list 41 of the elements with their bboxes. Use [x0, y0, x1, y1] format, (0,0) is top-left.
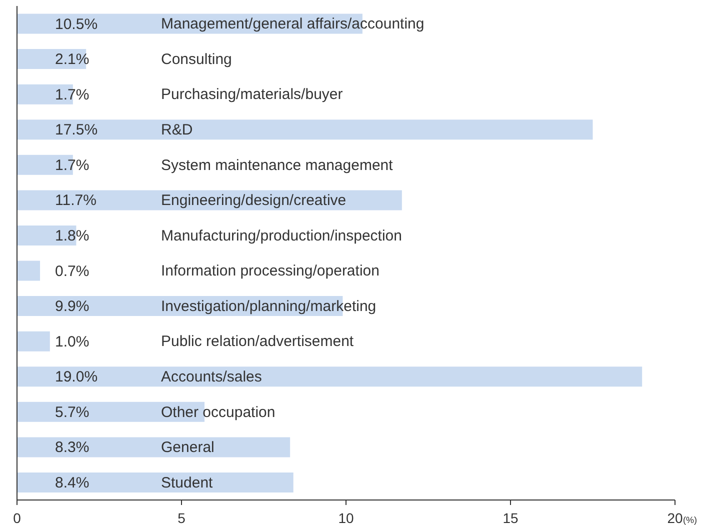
y-tick-label: Student: [161, 474, 214, 492]
y-tick-label: Purchasing/materials/buyer: [161, 86, 343, 104]
bar: [17, 331, 50, 352]
y-tick-label: Other occupation: [161, 404, 276, 421]
bar: [17, 402, 205, 422]
data-label: 11.7%: [55, 192, 96, 210]
x-tick-label: 15: [502, 510, 518, 525]
data-label: 5.7%: [55, 404, 90, 421]
y-tick-label: Consulting: [161, 50, 232, 68]
data-label: 17.5%: [55, 122, 98, 139]
y-tick-label: Public relation/advertisement: [161, 333, 354, 350]
bar: [17, 260, 40, 281]
bar: [17, 437, 290, 458]
y-tick-label: General: [161, 439, 214, 456]
y-tick-label: Engineering/design/creative: [161, 192, 346, 210]
y-tick-label: Information processing/operation: [161, 262, 380, 280]
data-label: 2.1%: [55, 51, 90, 68]
data-label: 1.7%: [55, 156, 90, 174]
data-label: 0.7%: [55, 262, 90, 280]
data-label: 8.3%: [55, 439, 90, 456]
bar: [17, 472, 294, 492]
data-label: 1.8%: [55, 227, 90, 244]
x-tick-label: 10: [338, 510, 354, 525]
x-tick-label: 20: [667, 510, 683, 525]
bar: [17, 366, 642, 387]
data-label: 9.9%: [55, 298, 90, 316]
bar: [17, 120, 593, 140]
data-label: 10.5%: [55, 16, 98, 33]
y-tick-label: R&D: [161, 122, 193, 138]
x-tick-label: 0: [13, 510, 22, 525]
y-tick-label: Management/general affairs/accounting: [161, 16, 424, 33]
y-tick-label: System maintenance management: [161, 156, 394, 174]
data-label: 1.7%: [55, 86, 90, 104]
y-tick-label: Accounts/sales: [161, 368, 262, 386]
y-tick-label: Investigation/planning/marketing: [161, 298, 376, 315]
y-tick-label: Manufacturing/production/inspection: [161, 227, 402, 244]
data-label: 8.4%: [55, 474, 90, 492]
data-label: 1.0%: [55, 333, 90, 350]
x-axis-title: (%): [683, 515, 697, 525]
x-tick-label: 5: [178, 510, 186, 525]
data-label: 19.0%: [55, 368, 98, 386]
